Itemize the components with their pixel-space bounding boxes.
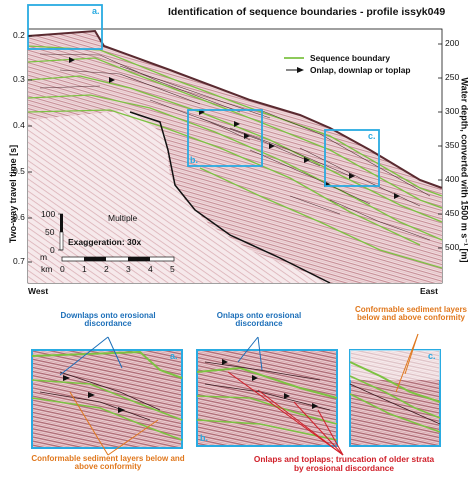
right-tick-label: 500 — [445, 242, 460, 252]
left-tick-label: 0.5 — [13, 166, 25, 176]
right-tick-label: 200 — [445, 38, 460, 48]
right-tick-label: 450 — [445, 208, 460, 218]
left-axis-ticks — [28, 35, 32, 263]
left-tick-label: 0.2 — [13, 30, 25, 40]
right-tick-label: 250 — [445, 72, 460, 82]
internal-reflectors — [39, 53, 431, 241]
zoom-c-label: c. — [428, 351, 436, 361]
right-tick-label: 350 — [445, 140, 460, 150]
scale-unit-m: m — [40, 252, 48, 262]
scale-tick-100: 100 — [41, 209, 56, 219]
legend-arrow-icon — [297, 67, 304, 73]
exaggeration-label: Exaggeration: 30x — [68, 237, 142, 247]
frame-c — [324, 129, 380, 187]
multiple-reflector — [129, 111, 331, 283]
km-tick: 3 — [126, 264, 131, 274]
left-tick-label: 0.4 — [13, 120, 25, 130]
blue-pointers — [59, 336, 263, 376]
zoom-b-label: b. — [200, 433, 208, 443]
orange-pointers — [69, 333, 419, 456]
zoom-panel-b — [196, 349, 338, 447]
west-label: West — [28, 286, 49, 296]
scale-bar — [58, 213, 175, 262]
multiple-label: Multiple — [108, 213, 138, 223]
frame-b-label: b. — [190, 155, 198, 165]
km-tick: 0 — [60, 264, 65, 274]
frame-a — [27, 4, 103, 50]
figure-title: Identification of sequence boundaries - … — [168, 6, 446, 18]
zoom-panel-a — [31, 349, 183, 449]
scale-tick-50: 50 — [45, 227, 55, 237]
km-tick: 2 — [104, 264, 109, 274]
red-pointers — [227, 371, 344, 456]
km-tick: 4 — [148, 264, 153, 274]
right-axis-ticks — [438, 43, 442, 249]
scale-unit-km: km — [41, 264, 53, 274]
conformable-annotation-top: Conformable sediment layers below and ab… — [354, 305, 468, 323]
zoom-panel-c — [349, 349, 441, 447]
right-axis-label: Water depth, converted with 1500 m s⁻¹ [… — [459, 77, 470, 263]
scale-tick-0: 0 — [50, 245, 55, 255]
right-tick-label: 400 — [445, 174, 460, 184]
east-label: East — [420, 286, 438, 296]
downlaps-annotation: Downlaps onto erosional discordance — [60, 311, 156, 329]
conformable-annotation-bottom: Conformable sediment layers below and ab… — [31, 454, 185, 472]
right-tick-label: 300 — [445, 106, 460, 116]
frame-b — [187, 109, 263, 167]
legend-boundary-label: Sequence boundary — [310, 53, 391, 63]
km-tick: 1 — [82, 264, 87, 274]
left-tick-label: 0.3 — [13, 74, 25, 84]
left-tick-label: 0.7 — [13, 256, 25, 266]
onlaps-toplaps-annotation: Onlaps and toplaps; truncation of older … — [253, 454, 435, 473]
legend-onlap-label: Onlap, downlap or toplap — [310, 65, 411, 75]
seafloor-reflector — [28, 29, 442, 189]
seismic-deep-zone — [28, 110, 330, 283]
frame-a-label: a. — [92, 6, 100, 16]
frame-c-label: c. — [368, 131, 376, 141]
left-tick-label: 0.6 — [13, 212, 25, 222]
zoom-a-label: a. — [170, 351, 178, 361]
onlaps-annotation: Onlaps onto erosional discordance — [216, 311, 302, 329]
km-tick: 5 — [170, 264, 175, 274]
